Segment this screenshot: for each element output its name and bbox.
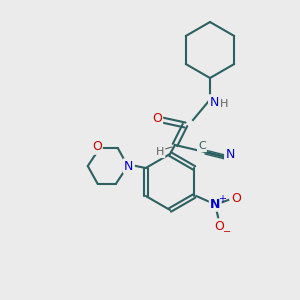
Text: C: C	[198, 141, 206, 151]
Text: H: H	[156, 147, 164, 157]
Text: N: N	[209, 95, 219, 109]
Text: O: O	[214, 220, 224, 232]
Text: N: N	[124, 160, 134, 172]
Text: O: O	[92, 140, 102, 154]
Text: N: N	[225, 148, 235, 161]
Text: O: O	[152, 112, 162, 124]
Text: N: N	[210, 197, 220, 211]
Text: O: O	[231, 193, 241, 206]
Text: H: H	[220, 99, 228, 109]
Text: +: +	[218, 194, 226, 204]
Text: −: −	[223, 227, 231, 237]
